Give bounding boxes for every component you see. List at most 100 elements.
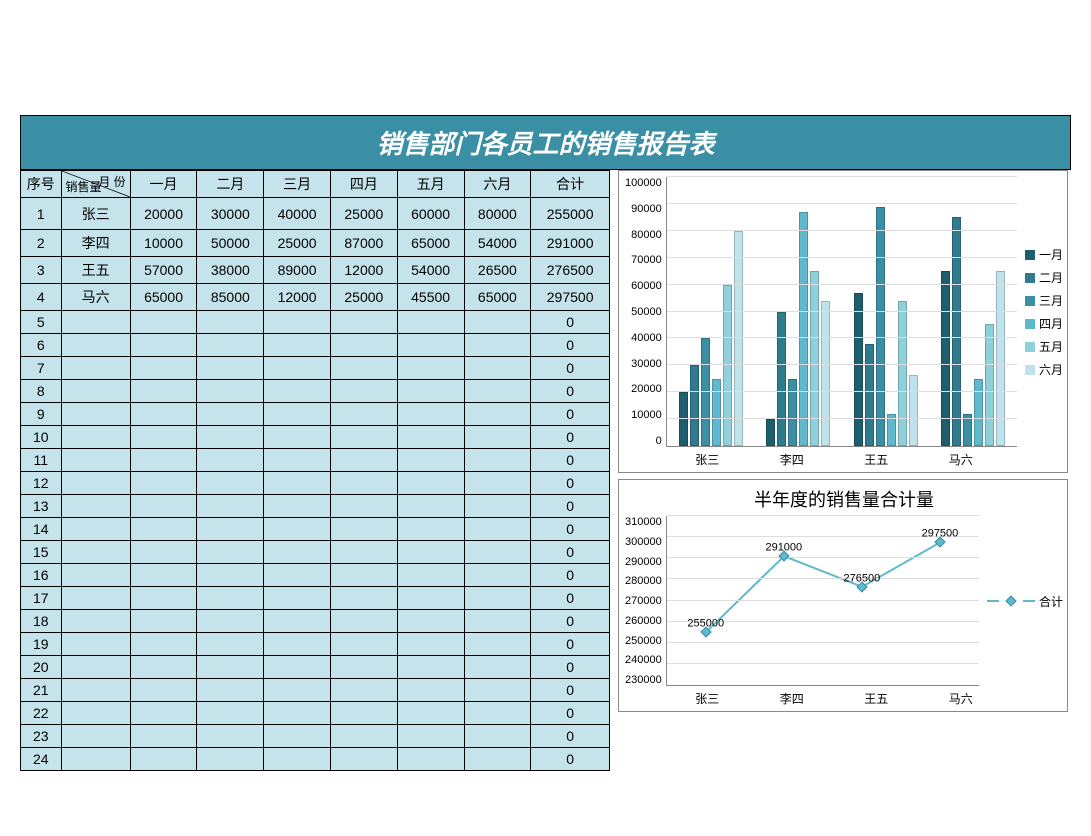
value-cell[interactable] xyxy=(397,357,464,380)
value-cell[interactable] xyxy=(197,311,264,334)
value-cell[interactable] xyxy=(130,472,197,495)
seq-cell[interactable]: 18 xyxy=(21,610,62,633)
name-cell[interactable]: 王五 xyxy=(61,257,130,284)
value-cell[interactable] xyxy=(264,725,331,748)
value-cell[interactable]: 54000 xyxy=(464,230,531,257)
value-cell[interactable] xyxy=(330,403,397,426)
value-cell[interactable] xyxy=(130,725,197,748)
value-cell[interactable] xyxy=(330,610,397,633)
legend-item[interactable]: 六月 xyxy=(1025,361,1063,378)
value-cell[interactable] xyxy=(197,518,264,541)
value-cell[interactable] xyxy=(264,656,331,679)
table-row[interactable]: 60 xyxy=(21,334,610,357)
bar[interactable] xyxy=(909,375,918,446)
table-row[interactable]: 70 xyxy=(21,357,610,380)
seq-cell[interactable]: 4 xyxy=(21,284,62,311)
name-cell[interactable] xyxy=(61,380,130,403)
value-cell[interactable] xyxy=(130,656,197,679)
value-cell[interactable] xyxy=(330,587,397,610)
seq-cell[interactable]: 1 xyxy=(21,198,62,230)
value-cell[interactable] xyxy=(464,725,531,748)
value-cell[interactable] xyxy=(330,357,397,380)
table-row[interactable]: 100 xyxy=(21,426,610,449)
value-cell[interactable] xyxy=(397,403,464,426)
value-cell[interactable]: 12000 xyxy=(264,284,331,311)
bar[interactable] xyxy=(996,271,1005,446)
total-cell[interactable]: 0 xyxy=(531,357,610,380)
value-cell[interactable] xyxy=(397,679,464,702)
value-cell[interactable] xyxy=(130,380,197,403)
value-cell[interactable] xyxy=(330,380,397,403)
value-cell[interactable]: 25000 xyxy=(330,198,397,230)
value-cell[interactable] xyxy=(464,587,531,610)
value-cell[interactable] xyxy=(330,449,397,472)
bar[interactable] xyxy=(690,365,699,446)
value-cell[interactable]: 30000 xyxy=(197,198,264,230)
table-row[interactable]: 120 xyxy=(21,472,610,495)
value-cell[interactable] xyxy=(197,541,264,564)
value-cell[interactable] xyxy=(197,748,264,771)
seq-cell[interactable]: 7 xyxy=(21,357,62,380)
seq-cell[interactable]: 14 xyxy=(21,518,62,541)
value-cell[interactable] xyxy=(130,702,197,725)
value-cell[interactable] xyxy=(464,472,531,495)
value-cell[interactable] xyxy=(197,380,264,403)
bar[interactable] xyxy=(876,207,885,446)
value-cell[interactable] xyxy=(264,334,331,357)
value-cell[interactable] xyxy=(330,564,397,587)
value-cell[interactable]: 87000 xyxy=(330,230,397,257)
value-cell[interactable] xyxy=(197,403,264,426)
name-cell[interactable] xyxy=(61,679,130,702)
value-cell[interactable] xyxy=(130,587,197,610)
bar[interactable] xyxy=(821,301,830,446)
value-cell[interactable] xyxy=(397,725,464,748)
bar[interactable] xyxy=(788,379,797,446)
value-cell[interactable] xyxy=(197,472,264,495)
total-cell[interactable]: 0 xyxy=(531,656,610,679)
bar[interactable] xyxy=(810,271,819,446)
value-cell[interactable] xyxy=(330,495,397,518)
value-cell[interactable]: 12000 xyxy=(330,257,397,284)
value-cell[interactable] xyxy=(464,426,531,449)
name-cell[interactable] xyxy=(61,472,130,495)
value-cell[interactable]: 65000 xyxy=(130,284,197,311)
table-row[interactable]: 90 xyxy=(21,403,610,426)
seq-cell[interactable]: 19 xyxy=(21,633,62,656)
value-cell[interactable] xyxy=(464,403,531,426)
value-cell[interactable] xyxy=(197,725,264,748)
seq-cell[interactable]: 5 xyxy=(21,311,62,334)
value-cell[interactable] xyxy=(397,334,464,357)
legend-item[interactable]: 三月 xyxy=(1025,292,1063,309)
value-cell[interactable] xyxy=(397,311,464,334)
total-cell[interactable]: 0 xyxy=(531,541,610,564)
total-cell[interactable]: 0 xyxy=(531,472,610,495)
value-cell[interactable] xyxy=(464,633,531,656)
value-cell[interactable] xyxy=(264,472,331,495)
value-cell[interactable] xyxy=(264,357,331,380)
value-cell[interactable] xyxy=(197,334,264,357)
seq-cell[interactable]: 20 xyxy=(21,656,62,679)
seq-cell[interactable]: 17 xyxy=(21,587,62,610)
total-cell[interactable]: 0 xyxy=(531,702,610,725)
name-cell[interactable] xyxy=(61,656,130,679)
value-cell[interactable] xyxy=(264,702,331,725)
value-cell[interactable] xyxy=(197,656,264,679)
name-cell[interactable] xyxy=(61,564,130,587)
value-cell[interactable] xyxy=(464,702,531,725)
name-cell[interactable] xyxy=(61,518,130,541)
seq-cell[interactable]: 21 xyxy=(21,679,62,702)
value-cell[interactable] xyxy=(464,748,531,771)
name-cell[interactable] xyxy=(61,334,130,357)
value-cell[interactable] xyxy=(330,679,397,702)
total-cell[interactable]: 0 xyxy=(531,518,610,541)
seq-cell[interactable]: 23 xyxy=(21,725,62,748)
value-cell[interactable] xyxy=(264,403,331,426)
value-cell[interactable] xyxy=(130,564,197,587)
value-cell[interactable]: 50000 xyxy=(197,230,264,257)
bar[interactable] xyxy=(712,379,721,446)
bar[interactable] xyxy=(952,217,961,446)
value-cell[interactable] xyxy=(464,518,531,541)
total-cell[interactable]: 276500 xyxy=(531,257,610,284)
value-cell[interactable] xyxy=(197,702,264,725)
value-cell[interactable] xyxy=(397,449,464,472)
